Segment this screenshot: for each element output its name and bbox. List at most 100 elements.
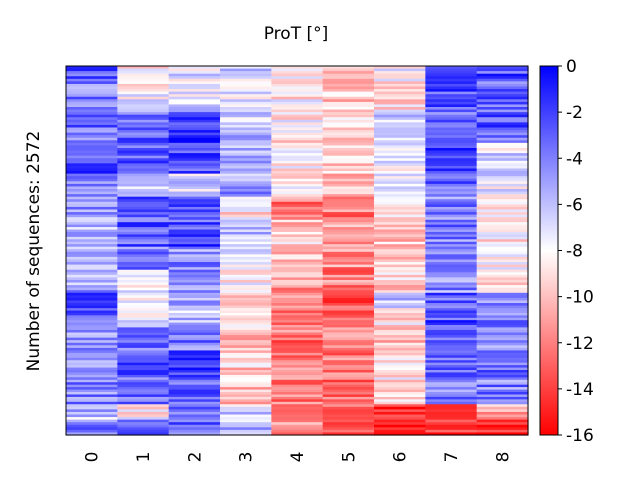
heatmap-cell bbox=[425, 86, 478, 90]
heatmap-cell bbox=[117, 297, 170, 302]
heatmap-cell bbox=[322, 244, 375, 248]
heatmap-cell bbox=[220, 145, 272, 149]
heatmap-cell bbox=[425, 178, 478, 182]
heatmap-cell bbox=[476, 360, 529, 364]
heatmap-cell bbox=[425, 199, 478, 203]
heatmap-cell bbox=[374, 109, 426, 113]
heatmap-cell bbox=[66, 342, 118, 346]
heatmap-cell bbox=[66, 340, 118, 344]
heatmap-cell bbox=[476, 122, 529, 126]
heatmap-cell bbox=[271, 153, 324, 157]
heatmap-cell bbox=[271, 392, 324, 396]
heatmap-cell bbox=[66, 158, 118, 162]
heatmap-cell bbox=[117, 332, 170, 336]
heatmap-cell bbox=[168, 73, 221, 77]
heatmap-cell bbox=[322, 224, 375, 228]
heatmap-cell bbox=[66, 189, 118, 193]
heatmap-cell bbox=[425, 194, 478, 198]
heatmap-cell bbox=[425, 367, 478, 371]
heatmap-cell bbox=[220, 122, 272, 126]
heatmap-cell bbox=[425, 124, 478, 129]
heatmap-cell bbox=[66, 285, 118, 289]
heatmap-cell bbox=[271, 322, 324, 326]
heatmap-cell bbox=[117, 76, 170, 80]
heatmap-frame bbox=[65, 65, 529, 436]
heatmap-cell bbox=[220, 417, 272, 421]
heatmap-cell bbox=[476, 78, 529, 82]
colorbar-tick-label: -4 bbox=[566, 149, 583, 169]
heatmap-cell bbox=[66, 196, 118, 200]
heatmap-cell bbox=[476, 292, 529, 296]
heatmap-cell bbox=[425, 160, 478, 164]
heatmap-cell bbox=[374, 295, 426, 299]
heatmap-cell bbox=[168, 432, 221, 436]
heatmap-cell bbox=[66, 367, 118, 371]
heatmap-cell bbox=[271, 104, 324, 108]
heatmap-cell bbox=[220, 429, 272, 434]
heatmap-cell bbox=[476, 394, 529, 398]
heatmap-cell bbox=[374, 145, 426, 149]
heatmap-cell bbox=[374, 320, 426, 324]
heatmap-cell bbox=[117, 171, 170, 175]
heatmap-cell bbox=[476, 372, 529, 376]
heatmap-cell bbox=[322, 424, 375, 428]
heatmap-cell bbox=[66, 117, 118, 121]
heatmap-cell bbox=[168, 68, 221, 72]
heatmap-cell bbox=[322, 96, 375, 100]
heatmap-cell bbox=[66, 178, 118, 182]
heatmap-cell bbox=[66, 394, 118, 398]
heatmap-cell bbox=[168, 282, 221, 286]
heatmap-cell bbox=[425, 370, 478, 374]
heatmap-cell bbox=[425, 101, 478, 106]
heatmap-cell bbox=[220, 191, 272, 195]
heatmap-cell bbox=[322, 186, 375, 190]
heatmap-cell bbox=[168, 81, 221, 85]
heatmap-cell bbox=[220, 274, 272, 279]
heatmap-cell bbox=[220, 329, 272, 334]
heatmap-cell bbox=[117, 66, 170, 70]
heatmap-cell bbox=[425, 73, 478, 77]
heatmap-cell bbox=[66, 224, 118, 228]
heatmap-cell bbox=[425, 229, 478, 233]
heatmap-cell bbox=[476, 424, 529, 428]
heatmap-cell bbox=[271, 264, 324, 268]
heatmap-cell bbox=[476, 347, 529, 352]
heatmap-cell bbox=[168, 429, 221, 434]
heatmap-cell bbox=[374, 81, 426, 85]
heatmap-cell bbox=[322, 178, 375, 182]
heatmap-cell bbox=[271, 347, 324, 352]
heatmap-cell bbox=[271, 419, 324, 423]
heatmap-cell bbox=[322, 277, 375, 281]
heatmap-cell bbox=[66, 315, 118, 319]
heatmap-cell bbox=[271, 332, 324, 336]
heatmap-cell bbox=[374, 214, 426, 218]
heatmap-cell bbox=[476, 71, 529, 75]
heatmap-cell bbox=[271, 173, 324, 177]
heatmap-cell bbox=[66, 76, 118, 80]
x-tick-label: 5 bbox=[339, 452, 359, 463]
heatmap-cell bbox=[476, 417, 529, 421]
heatmap-cell bbox=[476, 295, 529, 299]
heatmap-cell bbox=[271, 73, 324, 77]
heatmap-cell bbox=[117, 158, 170, 162]
heatmap-cell bbox=[425, 432, 478, 436]
heatmap-cell bbox=[322, 337, 375, 341]
heatmap-cell bbox=[66, 382, 118, 386]
heatmap-cell bbox=[117, 109, 170, 113]
colorbar-tick-label: -2 bbox=[566, 103, 583, 123]
heatmap-cell bbox=[425, 246, 478, 250]
heatmap-cell bbox=[374, 132, 426, 136]
heatmap-cell bbox=[374, 254, 426, 258]
heatmap-cell bbox=[220, 367, 272, 371]
heatmap-cell bbox=[271, 394, 324, 398]
heatmap-cell bbox=[66, 414, 118, 418]
heatmap-cell bbox=[322, 404, 375, 408]
heatmap-cell bbox=[117, 94, 170, 98]
heatmap-cell bbox=[117, 377, 170, 381]
heatmap-cell bbox=[220, 419, 272, 423]
heatmap-cell bbox=[220, 227, 272, 231]
heatmap-cell bbox=[271, 295, 324, 299]
heatmap-cell bbox=[425, 308, 478, 312]
heatmap-cell bbox=[66, 320, 118, 324]
heatmap-cell bbox=[476, 387, 529, 391]
